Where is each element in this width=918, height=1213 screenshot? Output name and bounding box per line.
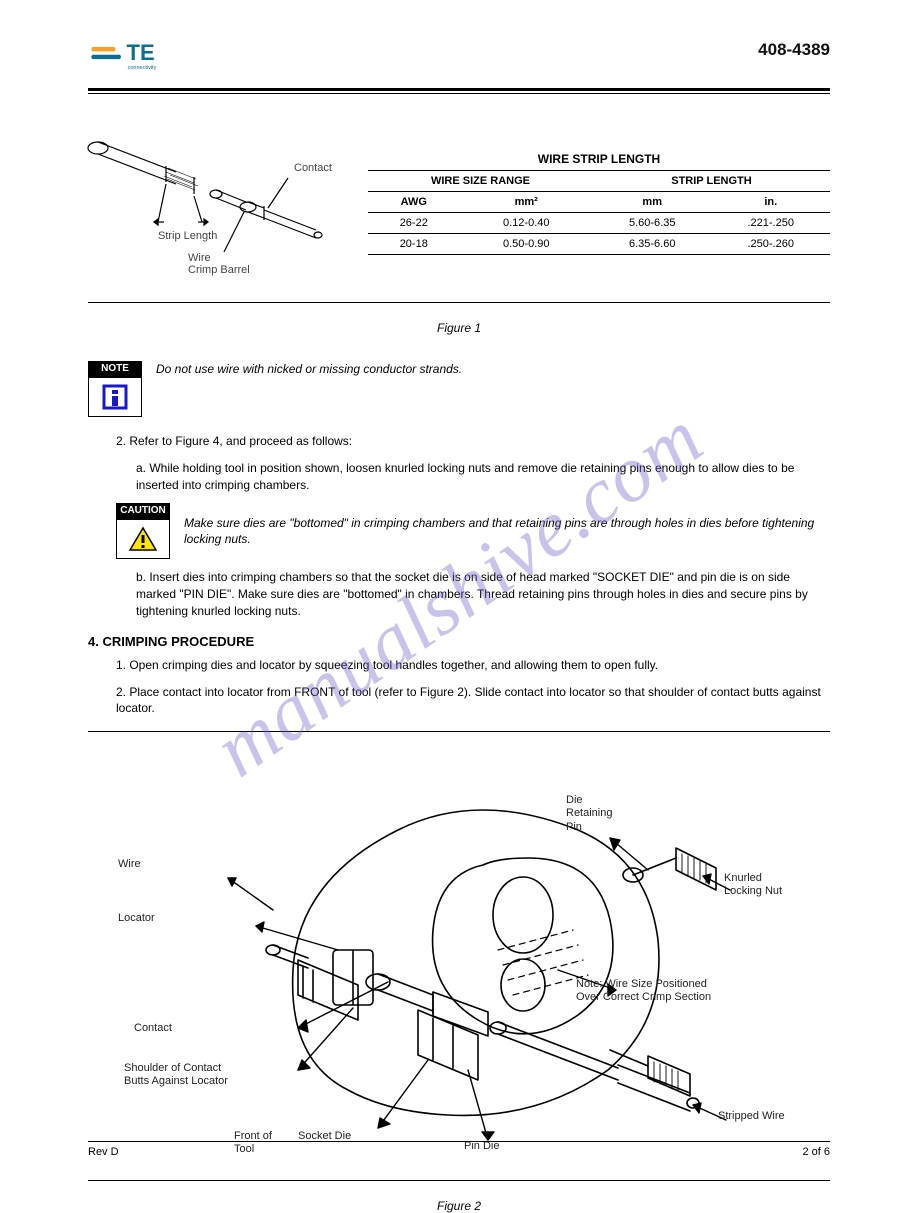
page-header: TE connectivity 408-4389 xyxy=(88,36,830,80)
fig2-rule-top xyxy=(88,731,830,732)
th-mm: mm xyxy=(593,192,712,213)
figure-1-caption: Figure 1 xyxy=(88,321,830,335)
page-footer: Rev D 2 of 6 xyxy=(88,1141,830,1158)
footer-page: 2 of 6 xyxy=(802,1146,830,1158)
figure-1-illustration: Strip Length Contact Wire Crimp Barrel xyxy=(88,122,348,292)
caution-icon: CAUTION xyxy=(116,503,170,559)
figure-2-caption: Figure 2 xyxy=(88,1199,830,1213)
th-mm2: mm² xyxy=(460,192,593,213)
label-contact: Contact xyxy=(294,162,332,174)
tool-svg xyxy=(178,760,738,1170)
table-row: 20-18 0.50-0.90 6.35-6.60 .250-.260 xyxy=(368,234,830,255)
wire-strip-table: WIRE SIZE RANGE STRIP LENGTH AWG mm² mm … xyxy=(368,170,830,255)
label-retaining-pin: Die Retaining Pin xyxy=(566,794,612,834)
label-crimp-barrel: Wire Crimp Barrel xyxy=(188,252,250,276)
label-contact-2: Contact xyxy=(134,1022,172,1035)
fig2-rule-bottom xyxy=(88,1180,830,1181)
te-logo: TE connectivity xyxy=(88,36,198,80)
note-text: Do not use wire with nicked or missing c… xyxy=(156,361,830,377)
caution-text: Make sure dies are "bottomed" in crimpin… xyxy=(184,515,830,547)
step-2a: a. While holding tool in position shown,… xyxy=(136,460,830,494)
wire-table-block: WIRE STRIP LENGTH WIRE SIZE RANGE STRIP … xyxy=(368,122,830,255)
label-wire: Wire xyxy=(118,858,141,871)
caution-block: CAUTION Make sure dies are "bottomed" in… xyxy=(116,503,830,559)
figure-2-block: Wire Locator Contact Shoulder of Contact… xyxy=(88,750,830,1180)
caution-icon-label: CAUTION xyxy=(116,503,170,519)
th-wire-size: WIRE SIZE RANGE xyxy=(368,171,593,192)
fig-rule xyxy=(88,302,830,303)
figure-1-block: Strip Length Contact Wire Crimp Barrel W… xyxy=(88,122,830,292)
step-2: 2. Refer to Figure 4, and proceed as fol… xyxy=(116,433,830,450)
header-rule xyxy=(88,88,830,94)
label-stripped-wire: Stripped Wire xyxy=(718,1110,785,1123)
warning-icon xyxy=(128,526,158,552)
info-icon xyxy=(101,383,129,411)
label-wire-size-note: Note: Wire Size Positioned Over Correct … xyxy=(576,978,711,1004)
step-2b: b. Insert dies into crimping chambers so… xyxy=(136,569,830,619)
th-strip-length: STRIP LENGTH xyxy=(593,171,830,192)
doc-number: 408-4389 xyxy=(758,40,830,60)
note-block: NOTE Do not use wire with nicked or miss… xyxy=(88,361,830,417)
crimp-step-2: 2. Place contact into locator from FRONT… xyxy=(116,684,830,718)
label-knurled-nut: Knurled Locking Nut xyxy=(724,872,782,898)
footer-rev: Rev D xyxy=(88,1146,119,1158)
svg-text:connectivity: connectivity xyxy=(128,65,157,71)
note-icon: NOTE xyxy=(88,361,142,417)
label-locator: Locator xyxy=(118,912,155,925)
label-strip-length: Strip Length xyxy=(158,230,217,242)
table-title: WIRE STRIP LENGTH xyxy=(368,152,830,166)
crimp-step-1: 1. Open crimping dies and locator by squ… xyxy=(116,657,830,674)
th-awg: AWG xyxy=(368,192,460,213)
table-row: 26-22 0.12-0.40 5.60-6.35 .221-.250 xyxy=(368,213,830,234)
th-in: in. xyxy=(711,192,830,213)
logo-svg: TE connectivity xyxy=(88,36,198,80)
note-icon-label: NOTE xyxy=(88,361,142,377)
svg-text:TE: TE xyxy=(127,40,155,65)
section-heading: 4. CRIMPING PROCEDURE xyxy=(88,634,830,649)
label-shoulder: Shoulder of Contact Butts Against Locato… xyxy=(124,1062,228,1088)
